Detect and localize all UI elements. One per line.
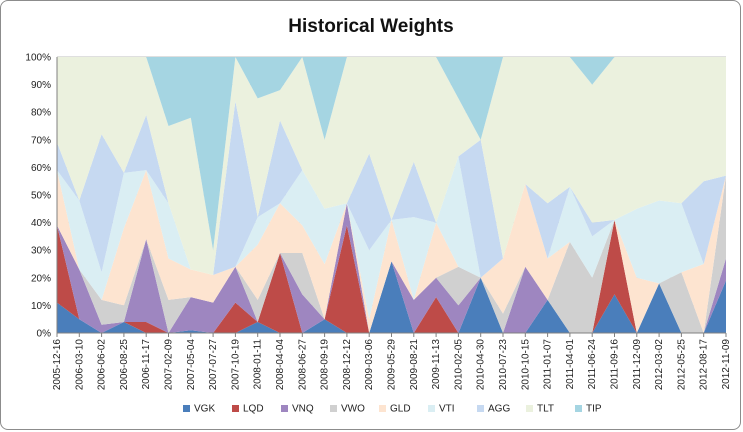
x-tick-label: 2007-05-04 <box>186 339 197 391</box>
legend-label-vnq: VNQ <box>292 404 314 415</box>
x-tick-label: 2010-02-05 <box>453 339 464 391</box>
x-tick-label: 2006-06-02 <box>97 339 108 391</box>
y-axis-ticks: 0% 10% 20% 30% 40% 50% 60% 70% 80% 90% 100% <box>25 53 51 340</box>
y-tick-label: 100% <box>25 53 51 64</box>
legend-swatch-agg <box>477 405 484 412</box>
legend-label-vgk: VGK <box>194 404 215 415</box>
x-tick-label: 2009-05-29 <box>387 339 398 391</box>
x-tick-label: 2011-06-24 <box>587 339 598 390</box>
area-tip <box>57 57 726 251</box>
x-tick-label: 2006-08-25 <box>119 339 130 391</box>
x-tick-label: 2008-04-04 <box>275 339 286 391</box>
legend-swatch-lqd <box>232 405 239 412</box>
x-tick-label: 2006-11-17 <box>141 339 152 390</box>
x-tick-label: 2008-06-27 <box>297 339 308 391</box>
area-vnq <box>57 203 726 333</box>
y-tick-label: 90% <box>31 80 51 91</box>
x-tick-label: 2011-09-16 <box>610 339 621 390</box>
y-tick-label: 70% <box>31 135 51 146</box>
area-agg <box>57 101 726 278</box>
x-tick-label: 2008-01-11 <box>253 339 264 390</box>
y-tick-label: 80% <box>31 108 51 119</box>
stacked-areas <box>57 57 726 333</box>
x-tick-label: 2012-11-09 <box>721 339 732 390</box>
legend-label-lqd: LQD <box>243 404 264 415</box>
x-tick-label: 2010-10-15 <box>520 339 531 391</box>
legend: VGK LQD VNQ VWO GLD VTI AGG TLT TIP <box>183 404 602 415</box>
x-tick-label: 2008-12-12 <box>342 339 353 391</box>
x-tick-label: 2006-03-10 <box>74 339 85 391</box>
x-tick-label: 2011-12-09 <box>632 339 643 390</box>
legend-label-gld: GLD <box>390 404 411 415</box>
x-tick-label: 2007-02-09 <box>164 339 175 391</box>
y-tick-label: 40% <box>31 218 51 229</box>
area-vgk <box>57 261 726 333</box>
x-tick-label: 2011-01-07 <box>543 339 554 390</box>
area-tlt <box>57 57 726 276</box>
x-tick-label: 2012-05-25 <box>676 339 687 391</box>
legend-label-vti: VTI <box>439 404 455 415</box>
x-tick-label: 2007-07-27 <box>208 339 219 391</box>
legend-label-tlt: TLT <box>537 404 554 415</box>
x-tick-label: 2010-07-23 <box>498 339 509 391</box>
legend-label-tip: TIP <box>586 404 602 415</box>
y-tick-label: 30% <box>31 246 51 257</box>
y-tick-label: 60% <box>31 163 51 174</box>
legend-swatch-vgk <box>183 405 190 412</box>
legend-swatch-vti <box>428 405 435 412</box>
legend-label-agg: AGG <box>488 404 510 415</box>
x-tick-label: 2009-11-13 <box>431 339 442 390</box>
legend-swatch-tlt <box>526 405 533 412</box>
x-tick-label: 2009-03-06 <box>364 339 375 391</box>
y-tick-label: 20% <box>31 273 51 284</box>
x-tick-label: 2011-04-01 <box>565 339 576 390</box>
legend-swatch-tip <box>575 405 582 412</box>
x-tick-label: 2007-10-19 <box>230 339 241 391</box>
x-axis-ticks: 2005-12-16 2006-03-10 2006-06-02 2006-08-25… <box>52 333 732 390</box>
y-tick-label: 10% <box>31 301 51 312</box>
y-tick-label: 50% <box>31 191 51 202</box>
area-vwo <box>57 175 726 333</box>
x-tick-label: 2009-08-21 <box>409 339 420 391</box>
x-tick-label: 2012-08-17 <box>699 339 710 391</box>
area-gld <box>57 170 726 333</box>
legend-label-vwo: VWO <box>341 404 365 415</box>
y-tick-label: 0% <box>37 329 52 340</box>
legend-swatch-vnq <box>281 405 288 412</box>
x-tick-label: 2012-03-02 <box>654 339 665 391</box>
x-tick-label: 2008-09-19 <box>320 339 331 391</box>
legend-swatch-vwo <box>330 405 337 412</box>
x-tick-label: 2010-04-30 <box>476 339 487 391</box>
x-tick-label: 2005-12-16 <box>52 339 63 391</box>
legend-swatch-gld <box>379 405 386 412</box>
chart-title: Historical Weights <box>288 16 453 37</box>
area-vti <box>57 156 726 320</box>
